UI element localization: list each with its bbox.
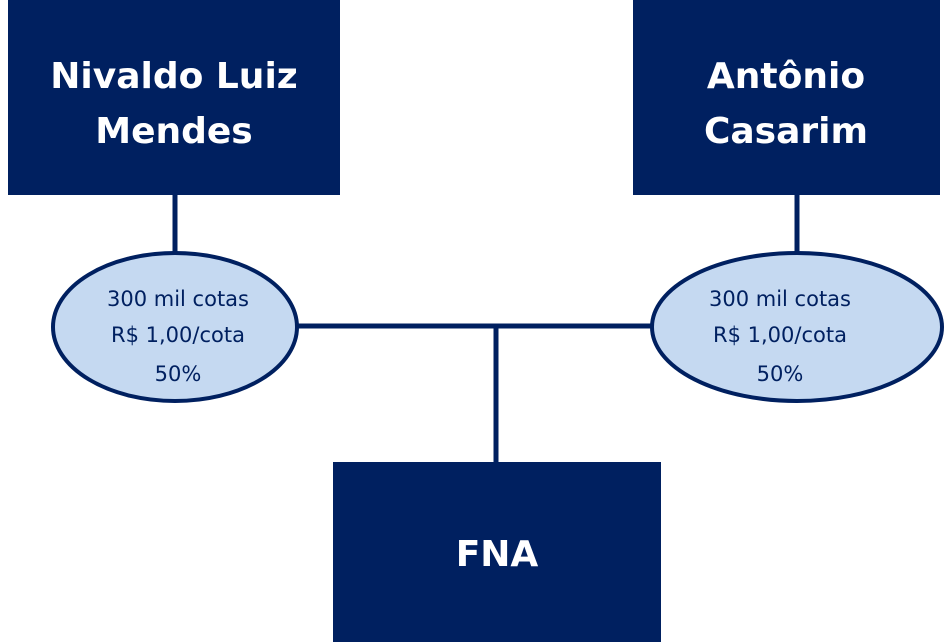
holding-text: 50% [155,362,202,386]
owner-name: Antônio [707,56,865,97]
holding-text: 300 mil cotas [709,287,851,311]
holding-text: 50% [757,362,804,386]
holding-ellipse [650,251,944,403]
company-box [333,462,661,642]
owner-name: Casarim [704,111,868,152]
company-name: FNA [456,534,539,575]
holding-ellipse [51,251,299,403]
owner-name: Nivaldo Luiz [50,56,297,97]
holding-text: R$ 1,00/cota [111,323,245,347]
owner-name: Mendes [95,111,252,152]
holding-text: R$ 1,00/cota [713,323,847,347]
owner-box [633,0,940,195]
owner-box [8,0,340,195]
holding-text: 300 mil cotas [107,287,249,311]
